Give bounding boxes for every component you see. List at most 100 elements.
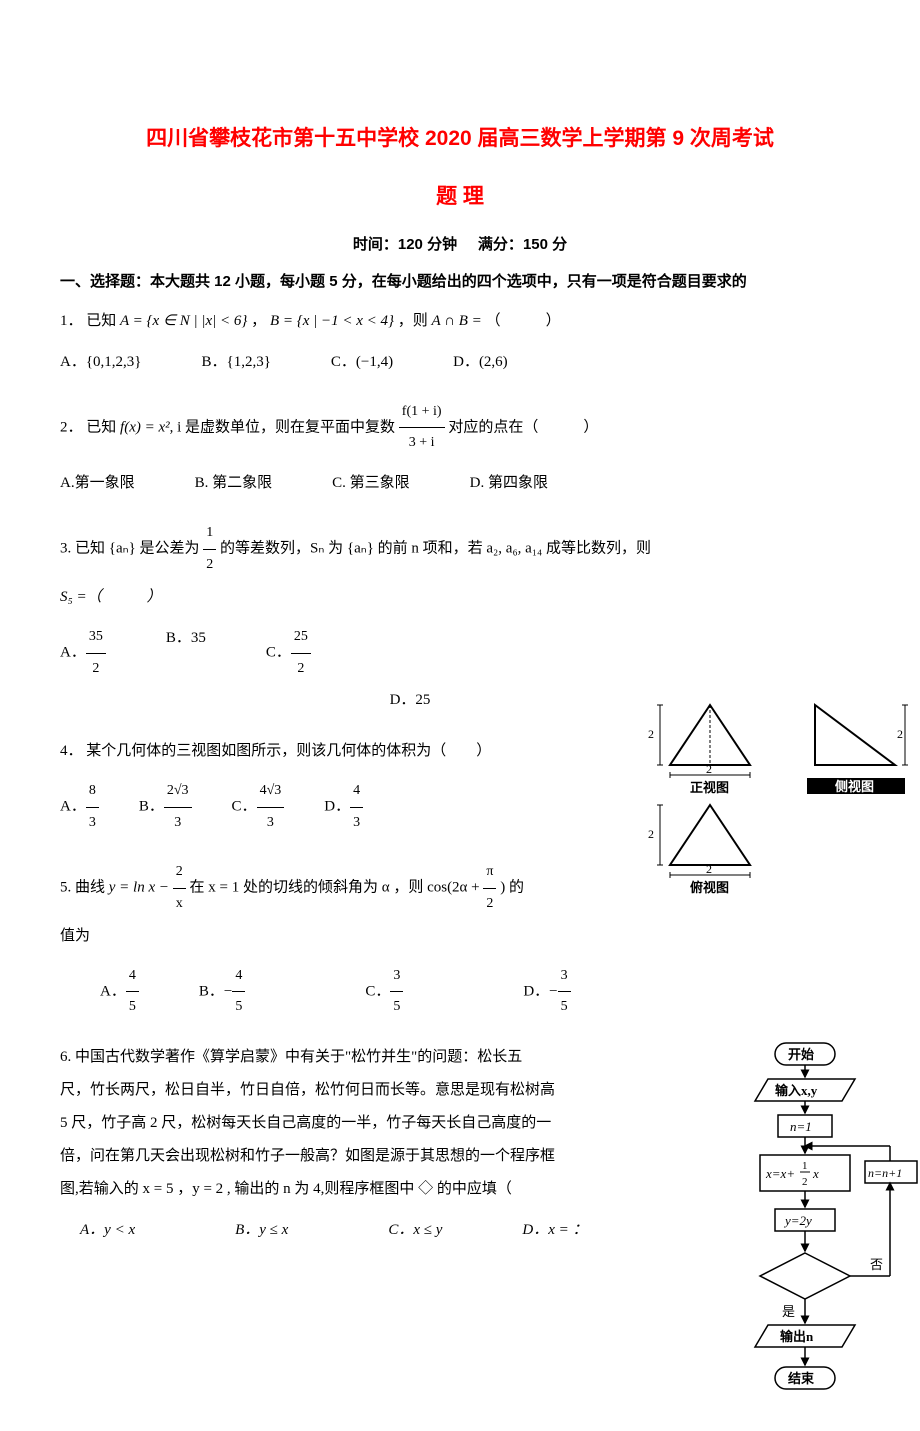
q1-sep: ，	[251, 313, 266, 329]
q2-options: A.第一象限 B. 第二象限 C. 第三象限 D. 第四象限	[60, 467, 860, 500]
svg-text:侧视图: 侧视图	[835, 779, 874, 794]
svg-text:开始: 开始	[788, 1047, 814, 1062]
q6-l1: 中国古代数学著作《算学启蒙》中有关于"松竹并生"的问题：松长五	[75, 1049, 522, 1065]
question-5: 5. 曲线 y = ln x − 2x 在 x = 1 处的切线的倾斜角为 α …	[60, 857, 860, 1023]
svg-text:2: 2	[706, 762, 712, 776]
q2-optB: B. 第二象限	[195, 467, 273, 500]
q6-optB: B．y ≤ x	[235, 1214, 288, 1247]
svg-text:1: 1	[802, 1160, 808, 1172]
q1-blank: （ ）	[486, 313, 561, 329]
q3-optB: B．35	[166, 622, 206, 685]
q1-expr: A ∩ B =	[432, 313, 482, 329]
q4-text: 某个几何体的三视图如图所示，则该几何体的体积为（ ）	[86, 743, 491, 759]
q6-l3: 5 尺，竹子高 2 尺，松树每天长自己高度的一半，竹子每天长自己高度的一	[60, 1115, 551, 1131]
flowchart-svg: 开始 输入x,y n=1 x=x+ 1 2 x n=n+1	[720, 1041, 920, 1421]
q3-optA: A．352	[60, 622, 106, 685]
svg-text:否: 否	[870, 1257, 883, 1272]
q5-f1: 2x	[173, 857, 186, 920]
q6-optA: A．y < x	[80, 1214, 135, 1247]
q3-d-num: 1	[203, 518, 216, 550]
q5-options: A．45 B．−45 C．35 D．−35	[60, 961, 860, 1024]
q2-optA: A.第一象限	[60, 467, 135, 500]
svg-text:n=1: n=1	[790, 1119, 812, 1134]
q3-prefix: 3.	[60, 541, 75, 557]
flowchart: 开始 输入x,y n=1 x=x+ 1 2 x n=n+1	[720, 1041, 920, 1431]
q6-prefix: 6.	[60, 1049, 75, 1065]
q3-options: A．352 B．35 C．252	[60, 622, 860, 685]
svg-text:结束: 结束	[788, 1371, 815, 1386]
q4-prefix: 4．	[60, 743, 83, 759]
q4-optC: C．4√33	[232, 776, 285, 839]
question-6: 开始 输入x,y n=1 x=x+ 1 2 x n=n+1	[60, 1041, 860, 1247]
section-1-header: 一、选择题：本大题共 12 小题，每小题 5 分，在每小题给出的四个选项中，只有…	[60, 268, 860, 295]
svg-text:2: 2	[648, 727, 654, 741]
svg-text:2: 2	[802, 1176, 808, 1188]
q1-optD: D．(2,6)	[453, 346, 508, 379]
exam-meta: 时间：120 分钟 满分：150 分	[60, 231, 860, 258]
q6-l2: 尺，竹长两尺，松日自半，竹日自倍，松竹何日而长等。意思是现有松树高	[60, 1082, 555, 1098]
q1-setA: A = {x ∈ N | |x| < 6}	[120, 313, 247, 329]
question-2: 2． 已知 f(x) = x², i 是虚数单位，则在复平面中复数 f(1 + …	[60, 397, 860, 501]
svg-text:正视图: 正视图	[690, 780, 729, 795]
q1-prefix: 1．	[60, 313, 83, 329]
q1-setB: B = {x | −1 < x < 4}	[270, 313, 394, 329]
q2-frac: f(1 + i) 3 + i	[399, 397, 445, 460]
svg-text:x=x+: x=x+	[765, 1166, 795, 1181]
q5-optA: A．45	[100, 961, 139, 1024]
svg-text:输入x,y: 输入x,y	[775, 1083, 818, 1098]
q4-optA: A．83	[60, 776, 99, 839]
time-value: 120 分钟	[398, 236, 457, 253]
question-4: 2 2 正视图 2 侧视图 2	[60, 735, 860, 839]
q3-t1: 已知 {aₙ} 是公差为	[75, 541, 203, 557]
svg-text:2: 2	[897, 727, 903, 741]
q5-optB: B．−45	[199, 961, 245, 1024]
q3-optC: C．252	[266, 622, 311, 685]
score-value: 150 分	[523, 236, 567, 253]
svg-text:2: 2	[648, 827, 654, 841]
question-1: 1． 已知 A = {x ∈ N | |x| < 6} ， B = {x | −…	[60, 305, 860, 379]
q5-t2: 在 x = 1 处的切线的倾斜角为 α ，则 cos(2α +	[190, 880, 484, 896]
score-label: 满分：	[478, 236, 523, 253]
q2-t2: 对应的点在（ ）	[448, 419, 598, 435]
exam-title-sub: 题 理	[60, 178, 860, 216]
time-label: 时间：	[353, 236, 398, 253]
q2-optC: C. 第三象限	[332, 467, 410, 500]
q1-options: A．{0,1,2,3} B．{1,2,3} C．(−1,4) D．(2,6)	[60, 346, 860, 379]
q5-t1: 曲线	[75, 880, 109, 896]
q2-fx: f(x) = x²	[120, 419, 170, 435]
q3-t2: 的等差数列，Sₙ 为 {aₙ} 的前 n 项和，若 a₂, a₆, a₁₄ 成等…	[220, 541, 651, 557]
q5-optC: C．35	[365, 961, 403, 1024]
svg-text:n=n+1: n=n+1	[868, 1166, 902, 1180]
svg-text:x: x	[812, 1166, 819, 1181]
svg-text:是: 是	[782, 1304, 795, 1319]
q6-l4: 倍，问在第几天会出现松树和竹子一般高？如图是源于其思想的一个程序框	[60, 1148, 555, 1164]
q2-sep: ,	[170, 419, 178, 435]
q1-optA: A．{0,1,2,3}	[60, 346, 141, 379]
q5-prefix: 5.	[60, 880, 75, 896]
svg-text:y=2y: y=2y	[783, 1213, 812, 1228]
q1-t2: ，则	[398, 313, 432, 329]
q2-frac-den: 3 + i	[399, 428, 445, 459]
q3-t3: S₅ =（ ）	[60, 589, 162, 605]
exam-title-main: 四川省攀枝花市第十五中学校 2020 届高三数学上学期第 9 次周考试	[60, 120, 860, 158]
q2-t1: 已知	[86, 419, 120, 435]
q3-d-den: 2	[203, 550, 216, 581]
q5-t3: ) 的	[500, 880, 524, 896]
q5-t4: 值为	[60, 928, 90, 944]
q1-optB: B．{1,2,3}	[201, 346, 270, 379]
q6-optC: C．x ≤ y	[388, 1214, 442, 1247]
q2-frac-num: f(1 + i)	[399, 397, 445, 429]
q3-d: 1 2	[203, 518, 216, 581]
q6-optD: D．x = ：	[522, 1214, 587, 1247]
q5-optD: D．−35	[523, 961, 570, 1024]
q5-f2: π2	[483, 857, 496, 920]
q5-yeq: y = ln x −	[109, 880, 173, 896]
q2-prefix: 2．	[60, 419, 83, 435]
q2-it: i 是虚数单位，则在复平面中复数	[177, 419, 399, 435]
q2-optD: D. 第四象限	[470, 467, 548, 500]
q6-l5: 图,若输入的 x = 5 ，y = 2 , 输出的 n 为 4,则程序框图中 ◇…	[60, 1181, 512, 1197]
q4-optD: D．43	[324, 776, 363, 839]
question-3: 3. 已知 {aₙ} 是公差为 1 2 的等差数列，Sₙ 为 {aₙ} 的前 n…	[60, 518, 860, 717]
q1-t1: 已知	[86, 313, 120, 329]
q3-optD: D．25	[390, 692, 431, 708]
